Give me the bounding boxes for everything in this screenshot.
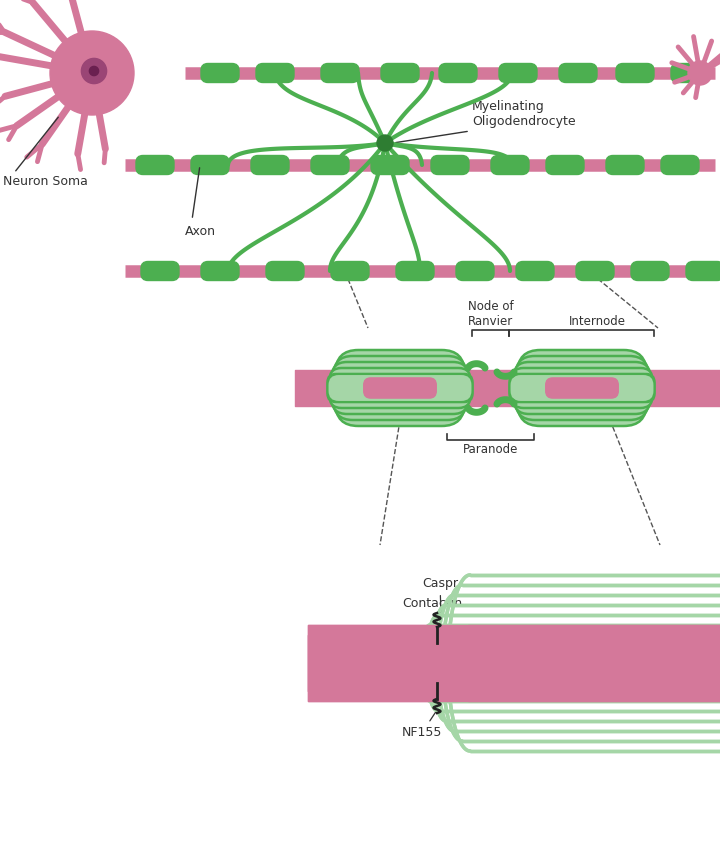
FancyBboxPatch shape [671,63,709,83]
FancyBboxPatch shape [456,261,494,281]
FancyBboxPatch shape [328,374,472,402]
FancyBboxPatch shape [191,155,229,175]
FancyBboxPatch shape [311,155,349,175]
Text: NF155: NF155 [402,709,442,739]
FancyBboxPatch shape [510,374,654,402]
FancyBboxPatch shape [510,374,654,402]
Text: Myelinating
Oligodendrocyte: Myelinating Oligodendrocyte [472,100,575,128]
Circle shape [377,135,393,151]
FancyBboxPatch shape [606,155,644,175]
FancyBboxPatch shape [546,155,584,175]
FancyBboxPatch shape [201,261,239,281]
Text: Contactin: Contactin [402,597,462,629]
Text: Paranode: Paranode [463,443,518,456]
FancyBboxPatch shape [616,63,654,83]
Text: Internode: Internode [569,315,626,328]
FancyBboxPatch shape [336,350,464,426]
Polygon shape [438,625,720,701]
FancyBboxPatch shape [686,261,720,281]
FancyBboxPatch shape [256,63,294,83]
FancyBboxPatch shape [201,63,239,83]
Text: Neuron Soma: Neuron Soma [3,175,88,188]
FancyBboxPatch shape [661,155,699,175]
FancyBboxPatch shape [631,261,669,281]
FancyBboxPatch shape [546,378,618,398]
FancyBboxPatch shape [331,261,369,281]
FancyBboxPatch shape [330,368,470,408]
FancyBboxPatch shape [333,356,467,420]
FancyBboxPatch shape [381,63,419,83]
FancyBboxPatch shape [364,378,436,398]
FancyBboxPatch shape [516,356,649,420]
Text: Axon: Axon [185,225,216,238]
Polygon shape [438,625,720,701]
FancyBboxPatch shape [328,374,472,402]
FancyBboxPatch shape [576,261,614,281]
Circle shape [688,61,712,85]
FancyBboxPatch shape [431,155,469,175]
FancyBboxPatch shape [141,261,179,281]
FancyBboxPatch shape [499,63,537,83]
FancyBboxPatch shape [371,155,409,175]
FancyBboxPatch shape [516,261,554,281]
FancyBboxPatch shape [136,155,174,175]
Circle shape [81,58,107,83]
Circle shape [89,67,99,76]
Text: Node of
Ranvier: Node of Ranvier [468,300,514,328]
FancyBboxPatch shape [321,63,359,83]
FancyBboxPatch shape [513,362,650,414]
FancyBboxPatch shape [251,155,289,175]
Circle shape [50,31,134,115]
FancyBboxPatch shape [331,362,469,414]
FancyBboxPatch shape [266,261,304,281]
FancyBboxPatch shape [518,350,647,426]
Text: Caspr: Caspr [422,577,458,612]
FancyBboxPatch shape [511,368,652,408]
FancyBboxPatch shape [491,155,529,175]
FancyBboxPatch shape [396,261,434,281]
FancyBboxPatch shape [439,63,477,83]
Polygon shape [438,625,720,701]
FancyBboxPatch shape [559,63,597,83]
